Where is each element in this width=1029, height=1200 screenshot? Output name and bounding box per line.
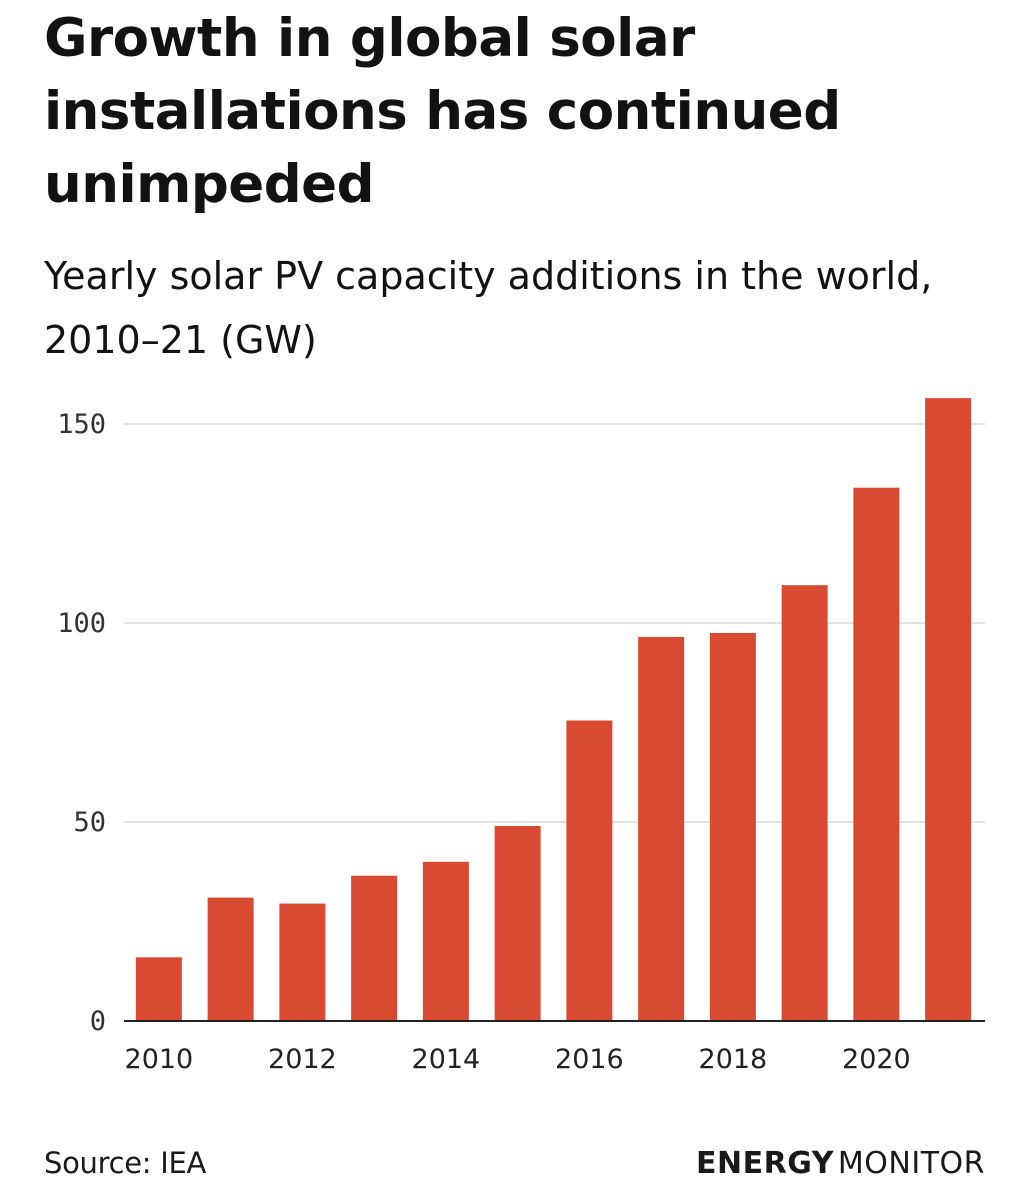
bar-2018 (709, 632, 756, 1021)
y-tick-label: 50 (73, 807, 106, 838)
bar-2015 (494, 825, 541, 1021)
brand-logo-light: MONITOR (837, 1146, 985, 1181)
x-tick-label: 2020 (842, 1044, 911, 1075)
bar-2010 (135, 957, 182, 1021)
bar-2013 (351, 875, 398, 1021)
source-note: Source: IEA (44, 1146, 207, 1180)
chart-title: Growth in global solar installations has… (44, 8, 841, 215)
bars (135, 398, 972, 1021)
x-tick-label: 2018 (699, 1044, 768, 1075)
x-tick-label: 2010 (125, 1044, 194, 1075)
chart-subtitle: Yearly solar PV capacity additions in th… (44, 254, 933, 362)
x-tick-label: 2016 (555, 1044, 624, 1075)
y-tick-label: 150 (57, 409, 106, 440)
bar-2014 (422, 861, 469, 1021)
y-tick-label: 100 (57, 608, 106, 639)
gridlines (124, 423, 985, 823)
bar-chart: 0 50 100 150 2010 2012 2014 2016 2018 2020 (57, 398, 985, 1075)
brand-logo-bold: ENERGY (696, 1146, 834, 1181)
bar-2019 (781, 585, 828, 1021)
bar-2012 (279, 903, 326, 1021)
x-tick-label: 2014 (412, 1044, 481, 1075)
bar-2016 (566, 720, 613, 1021)
y-tick-label: 0 (90, 1006, 106, 1037)
y-axis-ticks: 0 50 100 150 (57, 409, 106, 1037)
bar-2021 (925, 398, 972, 1021)
bar-2011 (207, 897, 254, 1021)
brand-logo: ENERGY MONITOR (696, 1146, 985, 1181)
x-tick-label: 2012 (268, 1044, 337, 1075)
bar-2020 (853, 487, 900, 1021)
x-axis-ticks: 2010 2012 2014 2016 2018 2020 (125, 1044, 911, 1075)
bar-2017 (638, 636, 685, 1021)
